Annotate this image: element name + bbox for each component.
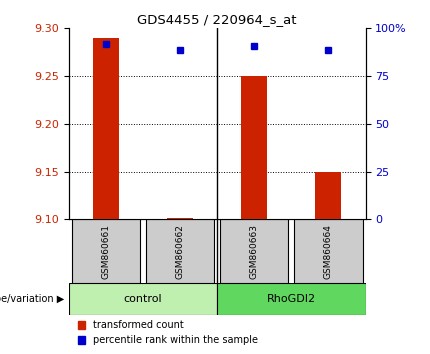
Text: control: control xyxy=(124,294,162,304)
Bar xyxy=(146,219,214,283)
Bar xyxy=(69,283,217,315)
Title: GDS4455 / 220964_s_at: GDS4455 / 220964_s_at xyxy=(138,13,297,26)
Text: GSM860661: GSM860661 xyxy=(101,224,111,279)
Bar xyxy=(72,219,140,283)
Bar xyxy=(217,283,366,315)
Bar xyxy=(93,38,119,219)
Bar xyxy=(241,76,267,219)
Bar xyxy=(220,219,289,283)
Bar xyxy=(294,219,362,283)
Text: GSM860662: GSM860662 xyxy=(175,224,184,279)
Text: RhoGDI2: RhoGDI2 xyxy=(267,294,316,304)
Text: genotype/variation ▶: genotype/variation ▶ xyxy=(0,294,64,304)
Bar xyxy=(167,218,193,219)
Legend: transformed count, percentile rank within the sample: transformed count, percentile rank withi… xyxy=(74,316,262,349)
Bar xyxy=(316,172,341,219)
Text: GSM860664: GSM860664 xyxy=(324,224,333,279)
Text: GSM860663: GSM860663 xyxy=(250,224,259,279)
